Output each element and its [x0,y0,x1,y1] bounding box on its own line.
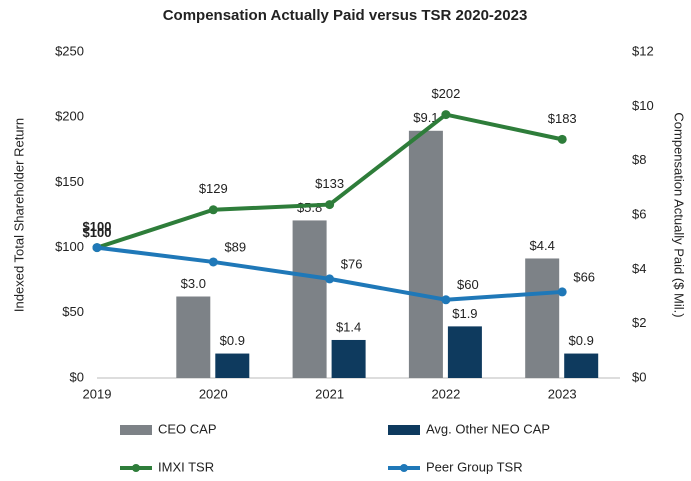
data-label: $1.4 [336,319,361,334]
legend-marker [132,464,140,472]
point [557,287,567,297]
y-tick-label: $0 [70,369,84,384]
data-label: $100 [83,225,112,240]
data-label: $129 [199,181,228,196]
y2-tick-label: $4 [632,261,646,276]
y2-axis-title: Compensation Actually Paid ($ Mil.) [672,112,687,317]
data-label: $76 [341,256,363,271]
data-label: $3.0 [181,276,206,291]
chart-title: Compensation Actually Paid versus TSR 20… [163,7,528,24]
bar [525,258,560,378]
legend-marker [400,464,408,472]
x-tick-label: 2019 [83,386,112,401]
point [441,295,451,305]
point [208,257,218,267]
data-label: $4.4 [530,238,555,253]
y2-tick-label: $12 [632,43,654,58]
line [96,245,563,302]
data-label: $0.9 [569,333,594,348]
legend-swatch [388,425,420,435]
data-label: $1.9 [452,306,477,321]
y2-tick-label: $8 [632,152,646,167]
point [208,205,218,215]
bar [564,353,599,378]
x-tick-label: 2023 [548,386,577,401]
bar [176,296,211,378]
data-label: $202 [431,86,460,101]
y-tick-label: $100 [55,239,84,254]
point [441,110,451,120]
y-tick-label: $250 [55,43,84,58]
y-tick-label: $50 [62,304,84,319]
point [325,274,335,284]
y-tick-label: $200 [55,109,84,124]
bar [215,353,250,378]
y2-tick-label: $10 [632,98,654,113]
legend-label: Avg. Other NEO CAP [426,421,550,436]
data-label: $183 [548,111,577,126]
y-axis-title: Indexed Total Shareholder Return [11,118,26,312]
data-label: $66 [573,269,595,284]
legend-label: IMXI TSR [158,459,214,474]
bar [447,326,482,378]
point [92,243,102,253]
x-tick-label: 2020 [199,386,228,401]
point [325,200,335,210]
legend-swatch [120,425,152,435]
x-tick-label: 2022 [431,386,460,401]
x-tick-label: 2021 [315,386,344,401]
data-label: $0.9 [220,333,245,348]
y2-tick-label: $2 [632,315,646,330]
bar [331,339,366,378]
bar [408,130,443,378]
legend-label: CEO CAP [158,421,217,436]
data-label: $89 [224,239,246,254]
point [557,134,567,144]
y-tick-label: $150 [55,174,84,189]
y2-tick-label: $0 [632,369,646,384]
y2-tick-label: $6 [632,206,646,221]
legend-label: Peer Group TSR [426,459,523,474]
data-label: $9.1 [413,110,438,125]
data-label: $100 [83,219,112,234]
data-label: $133 [315,176,344,191]
data-label: $60 [457,277,479,292]
bar [292,220,327,378]
